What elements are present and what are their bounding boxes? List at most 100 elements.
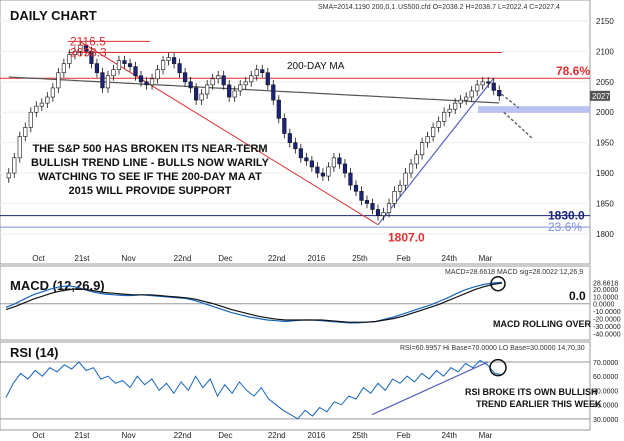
y-tick-label: 2000 bbox=[596, 108, 614, 117]
level-label: 1830.0 bbox=[548, 209, 585, 223]
candle-body bbox=[265, 72, 270, 86]
candle-body bbox=[364, 200, 370, 204]
candle-body bbox=[491, 82, 496, 91]
x-tick-label-bottom: Oct bbox=[32, 431, 45, 440]
x-tick-label: Feb bbox=[397, 254, 411, 263]
candle-body bbox=[298, 148, 303, 159]
projection-arrow-down bbox=[503, 111, 533, 139]
y-tick-label: 2050 bbox=[596, 78, 614, 87]
macd-y-tick: -30.0000 bbox=[593, 324, 621, 331]
annotation-text: THE S&P 500 HAS BROKEN ITS NEAR-TERM BUL… bbox=[31, 143, 270, 197]
candle-body bbox=[271, 84, 276, 101]
candle-body bbox=[111, 69, 116, 77]
y-tick-label: 2150 bbox=[596, 17, 614, 26]
candle-body bbox=[249, 75, 254, 83]
candle-body bbox=[469, 90, 474, 98]
candle-body bbox=[232, 90, 237, 98]
macd-highlight-circle bbox=[490, 275, 506, 292]
candle-body bbox=[6, 172, 11, 179]
y-tick-label: 1800 bbox=[596, 230, 614, 239]
candle-body bbox=[28, 111, 33, 128]
candle-body bbox=[442, 111, 447, 122]
candle-body bbox=[431, 127, 436, 137]
x-tick-label: 22nd bbox=[174, 254, 192, 263]
macd-y-tick: -40.0000 bbox=[593, 331, 621, 338]
rsi-note-1: RSI BROKE ITS OWN BULLISH bbox=[465, 387, 598, 397]
x-tick-label: Nov bbox=[122, 254, 136, 263]
candle-body bbox=[331, 157, 337, 168]
candle-body bbox=[408, 163, 414, 174]
macd-y-tick: 10.0000 bbox=[593, 294, 618, 301]
candle-body bbox=[243, 81, 248, 86]
x-tick-label: 2016 bbox=[308, 254, 326, 263]
quote-header: .US500.cfd O=2038.2 H=2038.7 L=2022.4 C=… bbox=[396, 4, 560, 11]
macd-y-tick: 0.0000 bbox=[593, 302, 615, 309]
y-tick-label: 1950 bbox=[596, 139, 614, 148]
candle-body bbox=[403, 172, 408, 186]
candle-body bbox=[293, 142, 298, 150]
candle-body bbox=[397, 184, 403, 192]
candle-body bbox=[282, 118, 287, 134]
rsi-panel bbox=[0, 341, 591, 431]
level-label: 2098.3 bbox=[70, 45, 107, 59]
candle-body bbox=[133, 66, 138, 77]
macd-y-tick: 28.6618 bbox=[593, 280, 618, 287]
x-tick-label: 21st bbox=[74, 254, 90, 263]
candle-body bbox=[127, 63, 133, 67]
sma-header: SMA=2014.1190 200,0,1 bbox=[318, 4, 395, 11]
candle-body bbox=[419, 142, 425, 156]
candle-body bbox=[309, 160, 314, 168]
candle-body bbox=[414, 154, 419, 165]
main-panel bbox=[0, 0, 591, 265]
macd-header: MACD=28.6618 MACD sig=28.0022 12,26,9 bbox=[445, 269, 583, 276]
candle-body bbox=[453, 102, 458, 110]
macd-y-tick: -10.0000 bbox=[593, 309, 621, 316]
rsi-y-tick: 70.0000 bbox=[593, 360, 618, 367]
candle-body bbox=[320, 172, 325, 177]
candle-body bbox=[160, 60, 166, 70]
rsi-line bbox=[5, 359, 503, 420]
candle-body bbox=[105, 75, 111, 89]
candle-body bbox=[188, 81, 193, 89]
x-tick-label: Dec bbox=[218, 254, 232, 263]
price-tag-label: 2027 bbox=[592, 92, 610, 101]
candle-body bbox=[23, 127, 28, 137]
candle-body bbox=[375, 209, 381, 216]
candle-body bbox=[50, 87, 55, 98]
candle-body bbox=[138, 75, 144, 83]
candle-body bbox=[254, 69, 259, 77]
candle-body bbox=[260, 69, 265, 74]
level-label: 1807.0 bbox=[388, 231, 425, 245]
candle-body bbox=[221, 75, 226, 86]
downtrend-line bbox=[80, 41, 379, 226]
candle-body bbox=[353, 184, 359, 192]
x-tick-label: 25th bbox=[352, 254, 368, 263]
macd-signal-line bbox=[5, 282, 503, 323]
ma-label: 200-DAY MA bbox=[287, 61, 345, 72]
candle-body bbox=[342, 163, 348, 174]
ma200-line bbox=[8, 76, 500, 104]
candle-body bbox=[194, 87, 199, 101]
x-tick-label-bottom: 22nd bbox=[174, 431, 192, 440]
level-label: 78.6% bbox=[556, 64, 590, 78]
x-tick-label: Oct bbox=[32, 254, 45, 263]
candle-body bbox=[83, 45, 89, 52]
annotation-line-2: BULLISH TREND LINE - BULLS NOW WARILY bbox=[31, 157, 270, 169]
annotation-line-1: THE S&P 500 HAS BROKEN ITS NEAR-TERM bbox=[32, 143, 267, 155]
candle-body bbox=[183, 72, 188, 83]
x-tick-label: 24th bbox=[441, 254, 457, 263]
rsi-y-tick: 30.0000 bbox=[593, 417, 618, 424]
candle-body bbox=[149, 78, 155, 86]
candle-body bbox=[155, 69, 160, 80]
rsi-note-2: TREND EARLIER THIS WEEK bbox=[476, 399, 602, 409]
macd-y-tick: 20.0000 bbox=[593, 287, 618, 294]
candle-body bbox=[122, 60, 127, 64]
x-tick-label-bottom: Dec bbox=[218, 431, 232, 440]
annotation-line-3: WATCHING TO SEE IF THE 200-DAY MA AT bbox=[38, 171, 262, 183]
candle-body bbox=[166, 57, 171, 61]
candle-body bbox=[447, 108, 452, 113]
candle-body bbox=[78, 45, 83, 52]
macd-panel bbox=[0, 265, 591, 341]
candle-body bbox=[392, 190, 397, 204]
